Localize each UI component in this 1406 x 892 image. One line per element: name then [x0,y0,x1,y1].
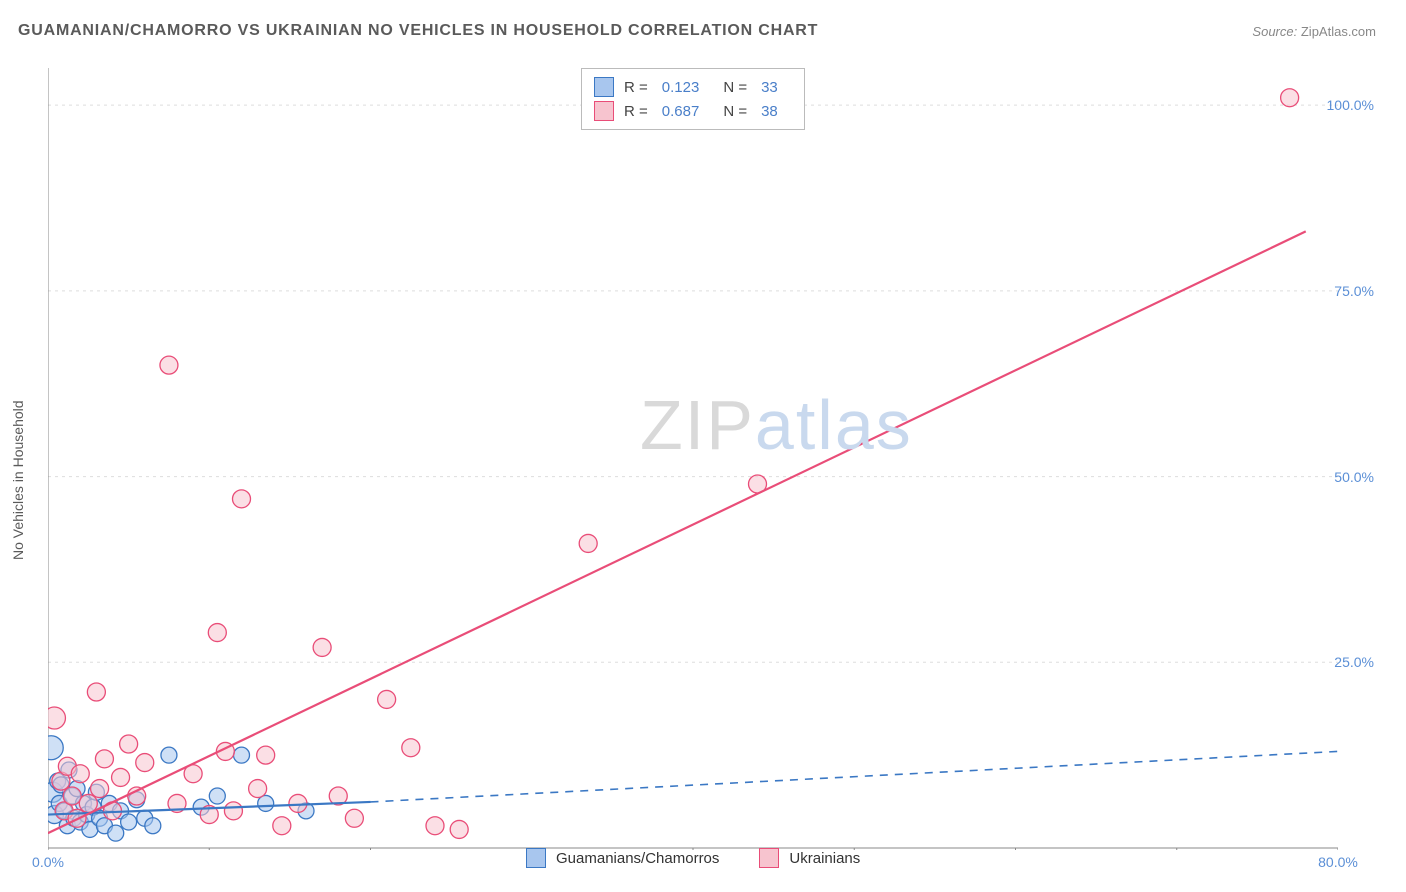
chart-area: 25.0%50.0%75.0%100.0%0.0%80.0%R =0.123N … [48,50,1388,870]
data-point [48,707,65,729]
data-point [161,747,177,763]
data-point [91,780,109,798]
series-swatch [594,101,614,121]
data-point [48,736,63,760]
y-axis-label: No Vehicles in Household [10,400,26,560]
source-credit: Source: ZipAtlas.com [1252,24,1376,39]
legend-swatch [759,848,779,868]
data-point [108,825,124,841]
data-point [224,802,242,820]
stat-r-value: 0.123 [662,79,700,96]
data-point [136,754,154,772]
data-point [450,820,468,838]
data-point [345,809,363,827]
data-point [112,768,130,786]
legend-label: Guamanians/Chamorros [556,850,719,867]
data-point [120,735,138,753]
data-point [87,683,105,701]
series-legend: Guamanians/Chamorros Ukrainians [526,848,860,868]
data-point [95,750,113,768]
series-swatch [594,77,614,97]
data-point [273,817,291,835]
stat-n-label: N = [723,103,747,120]
legend-item: Guamanians/Chamorros [526,848,719,868]
data-point [208,624,226,642]
data-point [402,739,420,757]
stats-row: R = 0.123 N = 33 [594,75,792,99]
data-point [233,490,251,508]
legend-label: Ukrainians [789,850,860,867]
y-tick-label: 50.0% [1334,469,1374,485]
stat-n-value: 38 [761,103,778,120]
data-point [257,746,275,764]
data-point [71,765,89,783]
x-tick-label: 0.0% [32,854,64,870]
trend-line-extrapolated [371,751,1339,802]
legend-item: Ukrainians [759,848,860,868]
stat-r-label: R = [624,103,648,120]
data-point [313,638,331,656]
y-tick-label: 25.0% [1334,654,1374,670]
source-value: ZipAtlas.com [1301,24,1376,39]
data-point [378,690,396,708]
scatter-plot [48,50,1338,850]
y-tick-label: 100.0% [1327,97,1374,113]
stat-n-value: 33 [761,79,778,96]
correlation-stats-box: R = 0.123 N = 33 R = 0.687 N = 38 [581,68,805,130]
data-point [289,794,307,812]
stats-row: R = 0.687 N = 38 [594,99,792,123]
data-point [160,356,178,374]
legend-swatch [526,848,546,868]
data-point [579,534,597,552]
source-label: Source: [1252,24,1297,39]
data-point [209,788,225,804]
stat-r-value: 0.687 [662,103,700,120]
data-point [234,747,250,763]
data-point [1281,89,1299,107]
stat-n-label: N = [723,79,747,96]
chart-title: GUAMANIAN/CHAMORRO VS UKRAINIAN NO VEHIC… [18,22,818,40]
stat-r-label: R = [624,79,648,96]
data-point [145,818,161,834]
data-point [249,780,267,798]
trend-line [48,231,1306,833]
data-point [63,787,81,805]
data-point [121,814,137,830]
y-tick-label: 75.0% [1334,283,1374,299]
data-point [426,817,444,835]
x-tick-label: 80.0% [1318,854,1358,870]
